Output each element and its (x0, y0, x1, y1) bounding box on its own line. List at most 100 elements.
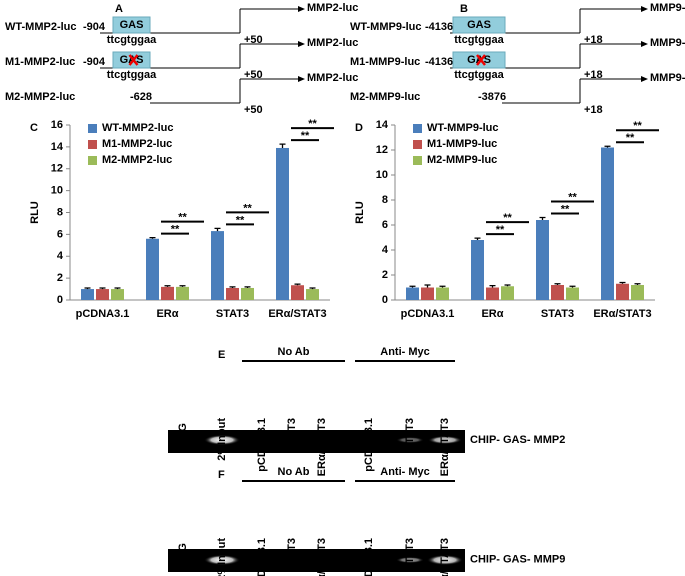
start-position: -904 (83, 21, 106, 33)
end-position: +50 (244, 69, 263, 81)
bar (501, 286, 514, 300)
bar (566, 287, 579, 300)
gas-box (452, 16, 506, 34)
start-position: -4136 (425, 21, 453, 33)
error-bar (84, 287, 91, 290)
gel (168, 430, 465, 453)
bar (276, 147, 289, 300)
bar (536, 220, 549, 300)
panel-label: C (30, 122, 38, 134)
x-tick-label: ERα/STAT3 (268, 308, 326, 320)
significance-label: ** (503, 212, 512, 224)
group-label: No Ab (278, 466, 310, 478)
bar (601, 147, 614, 300)
mutation-mark (476, 54, 486, 66)
bar (616, 283, 629, 300)
y-tick-label: 0 (57, 294, 63, 306)
arrow-head (298, 41, 305, 47)
construct-name: WT-MMP2-luc (5, 21, 77, 33)
end-position: +18 (584, 104, 603, 116)
gas-box (452, 51, 506, 69)
significance-label: ** (496, 224, 505, 236)
start-position: -3876 (478, 91, 506, 103)
lane-label: STAT3 (286, 418, 298, 451)
y-tick-label: 8 (382, 194, 388, 206)
sequence: ttcgtggaa (107, 69, 157, 81)
y-tick-label: 4 (57, 250, 64, 262)
construct-name: M1-MMP9-luc (350, 56, 420, 68)
y-tick-label: 16 (51, 119, 63, 131)
band (204, 435, 240, 445)
product-label: MMP9-luc (650, 72, 685, 84)
bar (226, 287, 239, 300)
bar (161, 286, 174, 300)
gel-caption: CHIP- GAS- MMP2 (470, 434, 565, 446)
y-tick-label: 12 (51, 163, 63, 175)
error-bar (539, 216, 546, 220)
significance-label: ** (308, 118, 317, 130)
sequence: ttcgtggaa (454, 34, 504, 46)
significance-label: ** (626, 132, 635, 144)
significance-label: ** (178, 212, 187, 224)
error-bar (604, 145, 611, 148)
y-tick-label: 2 (57, 272, 63, 284)
panel-label: D (355, 122, 363, 134)
x-tick-label: STAT3 (216, 308, 249, 320)
band (204, 555, 240, 565)
legend-swatch (413, 156, 422, 165)
bar (471, 240, 484, 300)
error-bar (569, 285, 576, 288)
significance-label: ** (243, 202, 252, 214)
bar (81, 289, 94, 300)
bar (486, 287, 499, 300)
panel-label: A (115, 3, 123, 15)
arrow-head (298, 76, 305, 82)
y-tick-label: 14 (51, 141, 64, 153)
significance-label: ** (301, 130, 310, 142)
legend-swatch (88, 156, 97, 165)
legend-label: M2-MMP9-luc (427, 154, 497, 166)
construct-name: WT-MMP9-luc (350, 21, 422, 33)
x-tick-label: ERα (481, 308, 503, 320)
y-tick-label: 0 (382, 294, 388, 306)
lane-label: STAT3 (286, 538, 298, 571)
arrow-head (298, 6, 305, 12)
band (396, 437, 424, 443)
bar (551, 285, 564, 300)
bar (306, 289, 319, 300)
lane-label: ERα/STAT3 (439, 418, 451, 476)
lane-label: ERα/STAT3 (439, 538, 451, 576)
start-position: -904 (83, 56, 106, 68)
legend-swatch (413, 140, 422, 149)
sequence: ttcgtggaa (454, 69, 504, 81)
arrow-head (641, 6, 648, 12)
x-tick-label: pCDNA3.1 (401, 308, 455, 320)
x-tick-label: ERα (156, 308, 178, 320)
y-axis-label: RLU (29, 201, 41, 224)
error-bar (554, 283, 561, 285)
product-label: MMP9-luc (650, 37, 685, 49)
bar (631, 285, 644, 300)
error-bar (504, 284, 511, 287)
error-bar (424, 284, 431, 288)
gel-caption: CHIP- GAS- MMP9 (470, 554, 565, 566)
gas-label: GAS (120, 19, 144, 31)
error-bar (99, 287, 106, 290)
product-label: MMP2-luc (307, 72, 358, 84)
error-bar (439, 285, 446, 288)
error-bar (634, 283, 641, 285)
lane-label: ERα/STAT3 (316, 418, 328, 476)
bar (176, 286, 189, 300)
arrow-head (641, 41, 648, 47)
end-position: +18 (584, 69, 603, 81)
y-tick-label: 10 (376, 169, 388, 181)
bar (146, 238, 159, 300)
legend-label: M2-MMP2-luc (102, 154, 172, 166)
bar (211, 231, 224, 300)
x-tick-label: STAT3 (541, 308, 574, 320)
group-label: Anti- Myc (380, 466, 430, 478)
band (427, 555, 463, 565)
bar (436, 287, 449, 300)
legend-swatch (413, 124, 422, 133)
significance-label: ** (236, 214, 245, 226)
